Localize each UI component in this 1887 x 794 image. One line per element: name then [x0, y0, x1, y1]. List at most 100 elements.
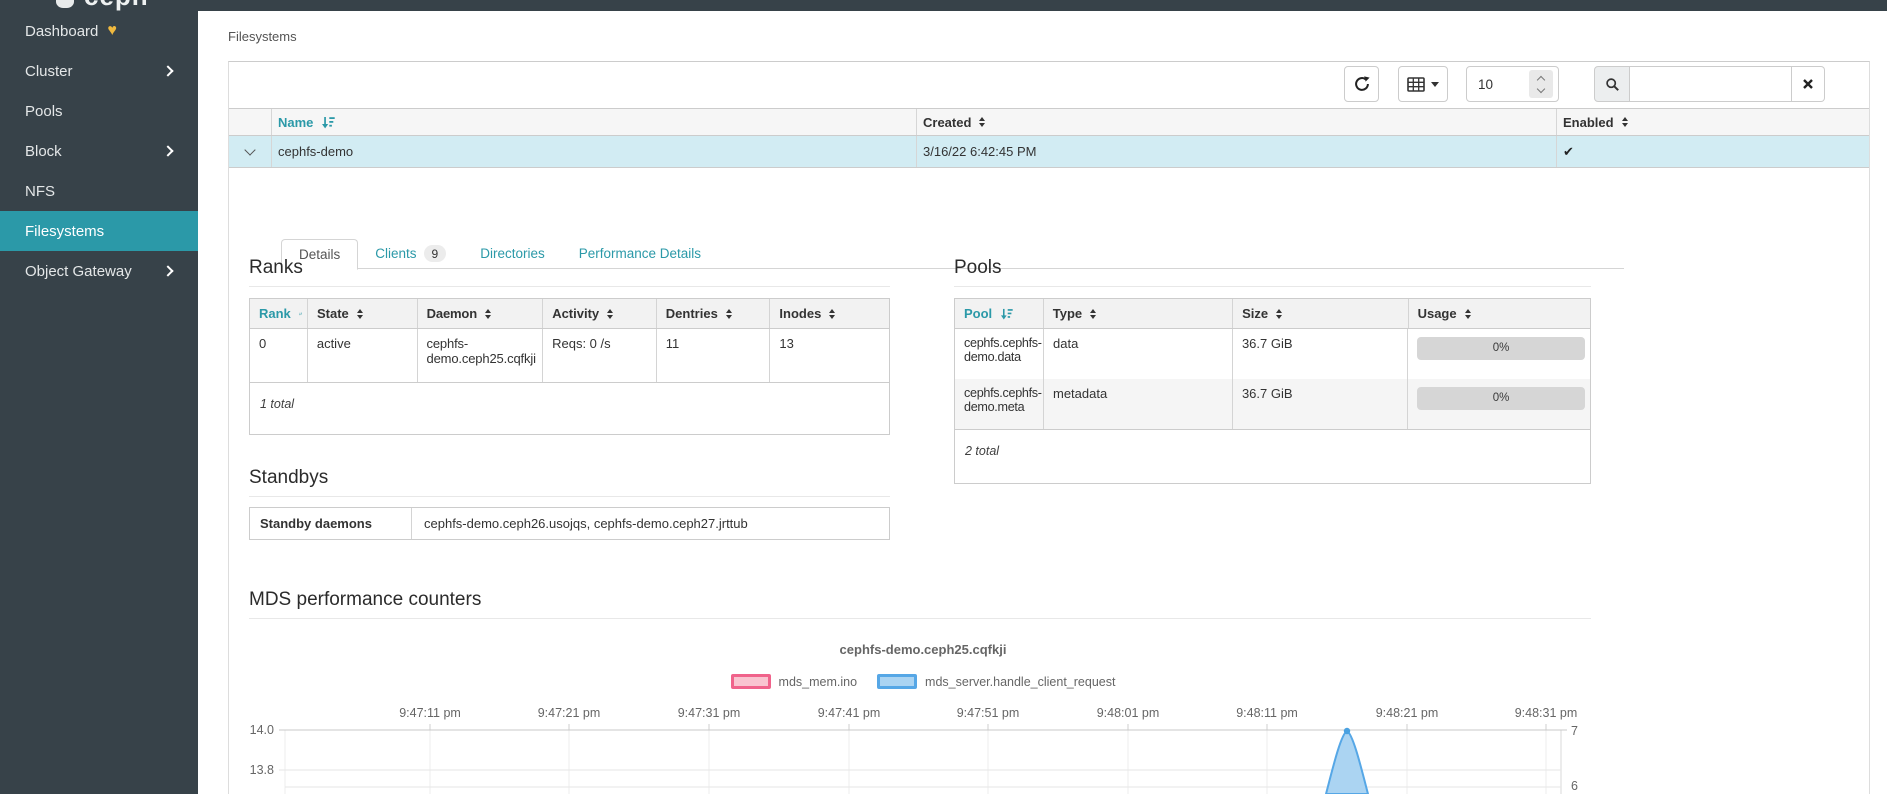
sidebar: Dashboard ♥ Cluster Pools Block NFS File…	[0, 11, 198, 794]
pools-col-pool[interactable]: Pool	[955, 299, 1043, 328]
sort-amount-icon	[299, 312, 302, 315]
pools-data-row[interactable]: cephfs.cephfs-demo.data data 36.7 GiB 0%	[955, 329, 1590, 379]
x-tick-label: 9:48:31 pm	[1515, 706, 1578, 720]
sort-both-icon	[356, 308, 363, 319]
details-tabbar: Details Clients 9 Directories Performanc…	[281, 239, 1624, 270]
search-input[interactable]	[1630, 66, 1792, 102]
caret-down-icon	[1431, 81, 1439, 87]
column-label: Inodes	[779, 306, 822, 321]
divider	[249, 286, 890, 287]
sort-both-icon	[485, 308, 492, 319]
column-label: Pool	[964, 306, 993, 321]
cell-name: cephfs-demo	[271, 136, 916, 167]
sort-amount-icon	[322, 116, 336, 128]
x-tick-label: 9:47:41 pm	[818, 706, 881, 720]
ranks-col-inodes[interactable]: Inodes	[769, 299, 889, 328]
series-area-handle-client-request[interactable]	[1324, 729, 1370, 794]
x-tick-label: 9:47:31 pm	[678, 706, 741, 720]
x-tick-label: 9:47:21 pm	[538, 706, 601, 720]
search-icon	[1605, 77, 1619, 91]
divider	[954, 286, 1591, 287]
cell-created: 3/16/22 6:42:45 PM	[916, 136, 1556, 167]
sidebar-item-label: Dashboard	[25, 22, 99, 40]
data-point-peak[interactable]	[1343, 727, 1351, 735]
pools-col-size[interactable]: Size	[1232, 299, 1407, 328]
page-size-stepper[interactable]	[1529, 70, 1553, 98]
tab-details[interactable]: Details	[281, 239, 359, 270]
ranks-col-state[interactable]: State	[307, 299, 417, 328]
pools-col-usage[interactable]: Usage	[1407, 299, 1590, 328]
sort-amount-icon	[1001, 308, 1013, 319]
column-label: State	[317, 306, 349, 321]
sort-both-icon	[607, 308, 614, 319]
cell-daemon: cephfs-demo.ceph25.cqfkji	[416, 329, 543, 382]
fs-table-header: Name Created Enabled	[229, 108, 1869, 136]
x-tick-label: 9:47:11 pm	[399, 706, 461, 720]
divider	[249, 496, 890, 497]
sidebar-item-label: NFS	[25, 182, 55, 200]
pools-data-row[interactable]: cephfs.cephfs-demo.meta metadata 36.7 Gi…	[955, 379, 1590, 429]
ranks-col-activity[interactable]: Activity	[542, 299, 656, 328]
sidebar-item-pools[interactable]: Pools	[0, 91, 198, 131]
sort-both-icon	[979, 117, 986, 127]
tab-label: Performance Details	[578, 246, 702, 261]
column-label: Enabled	[1563, 114, 1614, 130]
refresh-icon	[1354, 76, 1370, 91]
tab-label: Details	[299, 247, 341, 262]
chart-title: cephfs-demo.ceph25.cqfkji	[839, 642, 1007, 657]
cell-pool: cephfs.cephfs-demo.meta	[964, 386, 1042, 414]
tab-label: Clients	[375, 246, 417, 261]
sidebar-item-label: Filesystems	[25, 222, 105, 240]
legend-item-handle-client-request[interactable]: mds_server.handle_client_request	[877, 674, 1115, 689]
y-left-tick-label: 14.0	[250, 723, 274, 737]
pools-section: Pools Pool Type	[954, 257, 1591, 484]
sort-both-icon	[1276, 308, 1283, 319]
pools-col-type[interactable]: Type	[1042, 299, 1232, 328]
column-header-created[interactable]: Created	[916, 109, 1556, 135]
chevron-right-icon	[162, 145, 174, 157]
stepper-down-icon	[1536, 84, 1546, 93]
sort-both-icon	[1621, 117, 1628, 127]
ranks-col-dentries[interactable]: Dentries	[655, 299, 770, 328]
fs-table-row[interactable]: cephfs-demo 3/16/22 6:42:45 PM ✔	[229, 136, 1869, 168]
search-clear-button[interactable]	[1792, 66, 1825, 102]
ranks-data-row[interactable]: 0 active cephfs-demo.ceph25.cqfkji Reqs:…	[250, 329, 889, 382]
pools-table: Pool Type Size	[954, 298, 1591, 484]
column-label: Name	[278, 114, 314, 130]
pools-footer: 2 total	[955, 429, 1590, 483]
chevron-down-icon	[244, 144, 256, 156]
sidebar-item-cluster[interactable]: Cluster	[0, 51, 198, 91]
tab-clients[interactable]: Clients 9	[358, 239, 463, 268]
mds-performance-chart: 9:47:11 pm 9:47:21 pm 9:47:31 pm 9:47:41…	[250, 706, 1578, 794]
ranks-col-daemon[interactable]: Daemon	[416, 299, 543, 328]
usage-progress-bar: 0%	[1417, 387, 1585, 410]
cell-usage: 0%	[1407, 379, 1590, 429]
pools-title: Pools	[954, 257, 1002, 278]
refresh-button[interactable]	[1344, 66, 1379, 102]
stepper-up-icon	[1536, 75, 1546, 84]
row-expander[interactable]	[229, 136, 271, 167]
tab-performance-details[interactable]: Performance Details	[562, 239, 718, 268]
ceph-logo-icon	[56, 0, 74, 8]
usage-progress-bar: 0%	[1417, 337, 1585, 360]
ranks-header-row: Rank State Daemon	[250, 299, 889, 329]
legend-swatch-blue-icon	[877, 674, 918, 689]
pools-header-row: Pool Type Size	[955, 299, 1590, 329]
sidebar-item-object-gateway[interactable]: Object Gateway	[0, 251, 198, 291]
sidebar-item-block[interactable]: Block	[0, 131, 198, 171]
cell-type: metadata	[1043, 379, 1232, 429]
mds-title: MDS performance counters	[249, 589, 482, 610]
column-toggle-button[interactable]	[1398, 66, 1448, 102]
column-header-enabled[interactable]: Enabled	[1556, 109, 1869, 135]
tab-directories[interactable]: Directories	[463, 239, 562, 268]
standbys-title: Standbys	[249, 467, 329, 488]
sidebar-item-nfs[interactable]: NFS	[0, 171, 198, 211]
ranks-title: Ranks	[249, 257, 303, 278]
main-content: Filesystems	[198, 11, 1887, 794]
sidebar-item-filesystems[interactable]: Filesystems	[0, 211, 198, 251]
ranks-col-rank[interactable]: Rank	[250, 299, 307, 328]
x-tick-label: 9:48:21 pm	[1376, 706, 1439, 720]
legend-item-mds-mem-ino[interactable]: mds_mem.ino	[730, 674, 857, 689]
sidebar-item-dashboard[interactable]: Dashboard ♥	[0, 11, 198, 51]
column-header-name[interactable]: Name	[271, 109, 916, 135]
